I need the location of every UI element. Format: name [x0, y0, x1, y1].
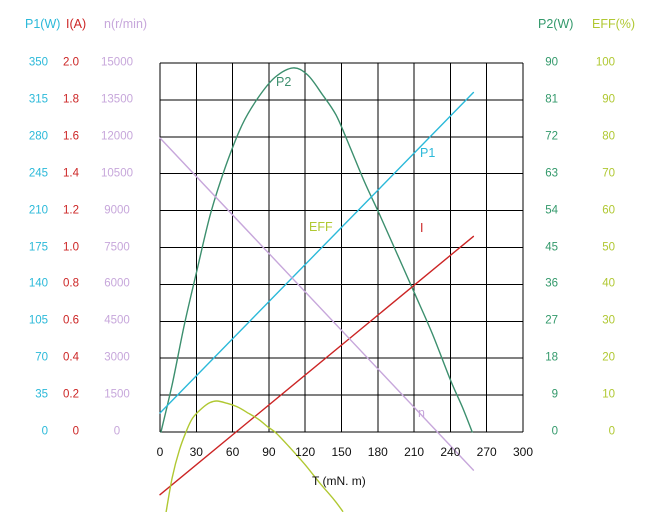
- P2-axis-tick-90: 90: [545, 56, 558, 69]
- n-curve: [159, 137, 475, 471]
- x-axis-tick-210: 210: [404, 445, 425, 459]
- n-axis-tick-0: 0: [113, 425, 121, 438]
- P1-axis-tick-350: 350: [28, 56, 48, 69]
- x-axis-tick-60: 60: [225, 445, 240, 459]
- n-axis-tick-10500: 10500: [101, 166, 133, 179]
- x-axis-tick-120: 120: [295, 445, 316, 459]
- I-axis-tick-0.4: 0.4: [63, 351, 79, 364]
- P1-axis-tick-35: 35: [35, 388, 48, 401]
- P2-axis-tick-81: 81: [545, 93, 558, 106]
- P2-axis-tick-18: 18: [545, 351, 558, 364]
- EFF-axis-tick-40: 40: [602, 277, 615, 290]
- I-curve: [159, 235, 475, 496]
- P2-curve: [160, 67, 473, 433]
- P2-axis-tick-9: 9: [551, 388, 558, 401]
- I-axis-tick-2.0: 2.0: [63, 56, 79, 69]
- x-axis-tick-30: 30: [189, 445, 203, 459]
- EFF-axis-tick-20: 20: [602, 351, 615, 364]
- x-axis-tick-150: 150: [331, 445, 352, 459]
- n-series-label: n: [418, 406, 425, 420]
- EFF-axis-tick-80: 80: [602, 130, 615, 143]
- x-axis-tick-0: 0: [156, 445, 164, 459]
- I-axis-tick-1.2: 1.2: [63, 203, 79, 216]
- I-series-label: I: [420, 221, 423, 235]
- P1-axis-tick-315: 315: [28, 93, 48, 106]
- P2-axis-tick-36: 36: [545, 277, 558, 290]
- I-axis-tick-0.8: 0.8: [63, 277, 79, 290]
- P1-axis-tick-245: 245: [28, 166, 48, 179]
- I-axis-tick-0.2: 0.2: [63, 388, 79, 401]
- P1-series-label: P1: [420, 146, 435, 160]
- n-axis-tick-6000: 6000: [104, 277, 130, 290]
- n-axis-tick-15000: 15000: [101, 56, 133, 69]
- x-axis-tick-270: 270: [476, 445, 497, 459]
- x-axis-tick-180: 180: [367, 445, 388, 459]
- P2-axis-tick-72: 72: [545, 130, 558, 143]
- P2-axis-tick-54: 54: [545, 203, 558, 216]
- EFF-curve: [165, 400, 344, 512]
- n-axis-tick-4500: 4500: [104, 314, 130, 327]
- P2-axis-tick-27: 27: [545, 314, 558, 327]
- I-axis-tick-1.4: 1.4: [63, 166, 79, 179]
- x-axis-tick-90: 90: [262, 445, 276, 459]
- P1-axis-tick-140: 140: [28, 277, 48, 290]
- P1-axis-tick-175: 175: [28, 240, 48, 253]
- P1-axis-tick-210: 210: [28, 203, 48, 216]
- n-axis-tick-1500: 1500: [104, 388, 130, 401]
- I-axis-tick-1.8: 1.8: [63, 93, 79, 106]
- I-axis-tick-1.0: 1.0: [63, 240, 79, 253]
- n-axis-tick-13500: 13500: [101, 93, 133, 106]
- EFF-axis-tick-90: 90: [602, 93, 615, 106]
- EFF-axis-tick-50: 50: [602, 240, 615, 253]
- x-axis-title: T (mN. m): [312, 474, 366, 488]
- axis-header-nrmin: n(r/min): [104, 17, 148, 31]
- axis-header-p1w: P1(W): [25, 17, 61, 31]
- axis-header-p2w: P2(W): [538, 17, 574, 31]
- EFF-axis-tick-60: 60: [602, 203, 615, 216]
- EFF-axis-tick-30: 30: [602, 314, 615, 327]
- EFF-axis-tick-10: 10: [602, 388, 615, 401]
- n-axis-tick-12000: 12000: [101, 130, 133, 143]
- P1-curve: [159, 91, 475, 414]
- P1-axis-tick-0: 0: [41, 425, 48, 438]
- grid-lines: [159, 62, 524, 433]
- P2-axis-tick-45: 45: [545, 240, 558, 253]
- x-axis-tick-240: 240: [440, 445, 461, 459]
- n-axis-tick-7500: 7500: [104, 240, 130, 253]
- P2-axis-tick-63: 63: [545, 166, 558, 179]
- EFF-axis-tick-100: 100: [595, 56, 615, 69]
- P2-series-label: P2: [276, 75, 291, 89]
- EFF-axis-tick-0: 0: [608, 425, 615, 438]
- P1-axis-tick-105: 105: [28, 314, 48, 327]
- P1-axis-tick-280: 280: [28, 130, 48, 143]
- n-axis-tick-3000: 3000: [104, 351, 130, 364]
- n-axis-tick-9000: 9000: [104, 203, 130, 216]
- EFF-axis-tick-70: 70: [602, 166, 615, 179]
- I-axis-tick-0.6: 0.6: [63, 314, 79, 327]
- I-axis-tick-0: 0: [72, 425, 79, 438]
- P2-axis-tick-0: 0: [551, 425, 558, 438]
- x-axis-tick-300: 300: [512, 445, 534, 459]
- axis-header-ia: I(A): [66, 17, 87, 31]
- I-axis-tick-1.6: 1.6: [63, 130, 79, 143]
- EFF-series-label: EFF: [309, 220, 333, 234]
- axis-header-eff: EFF(%): [592, 17, 636, 31]
- P1-axis-tick-70: 70: [35, 351, 48, 364]
